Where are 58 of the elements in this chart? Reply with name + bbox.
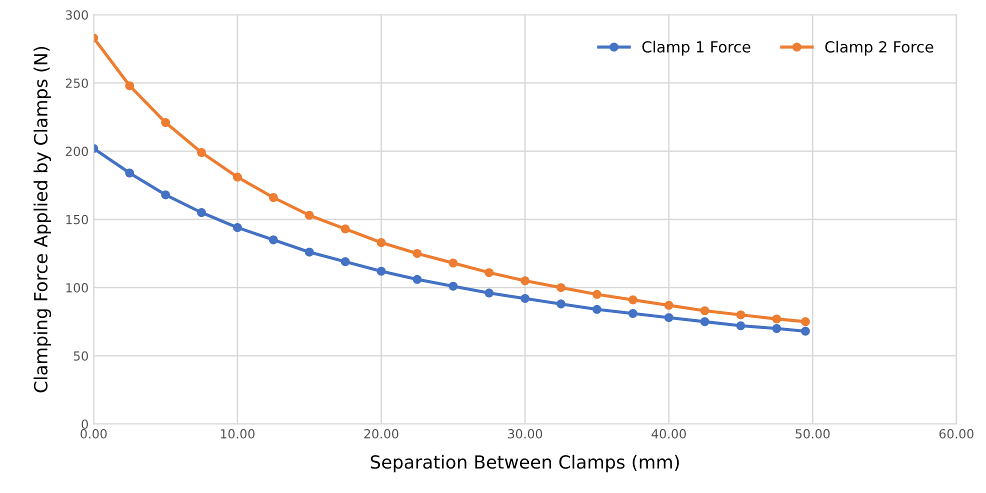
point xyxy=(161,118,170,128)
point xyxy=(592,290,602,299)
point xyxy=(161,190,170,200)
point xyxy=(556,283,566,292)
point xyxy=(800,326,810,336)
point xyxy=(556,299,566,308)
point xyxy=(125,81,134,90)
point xyxy=(340,224,350,234)
point xyxy=(520,276,530,286)
point xyxy=(772,324,782,334)
x-tick-label: 0.00 xyxy=(80,429,107,439)
point xyxy=(412,248,422,258)
point xyxy=(736,321,746,330)
point xyxy=(376,266,386,276)
x-tick-label: 50.00 xyxy=(796,429,830,439)
point xyxy=(125,168,134,178)
point xyxy=(448,282,458,291)
legend-label: Clamp 1 Force xyxy=(642,40,750,56)
point xyxy=(268,193,278,202)
x-tick-label: 30.00 xyxy=(508,429,542,439)
x-tick-label: 10.00 xyxy=(220,429,255,439)
point xyxy=(664,300,674,310)
y-tick-label: 100 xyxy=(66,283,88,293)
point xyxy=(700,317,710,326)
point xyxy=(304,210,314,220)
point xyxy=(340,257,350,266)
point xyxy=(197,148,206,158)
x-tick-label: 60.00 xyxy=(939,429,974,439)
y-tick-label: 200 xyxy=(66,146,88,156)
point xyxy=(700,306,710,316)
point xyxy=(592,304,602,314)
y-axis-title: Clamping Force Applied by Clamps (N) xyxy=(34,46,52,392)
point xyxy=(304,248,314,257)
y-tick-label: 150 xyxy=(66,214,88,224)
point xyxy=(484,268,494,278)
x-tick-label: 20.00 xyxy=(364,429,398,439)
point xyxy=(628,295,638,304)
x-tick-label: 40.00 xyxy=(652,429,686,439)
point xyxy=(800,317,810,326)
point xyxy=(376,238,386,248)
point xyxy=(736,310,746,320)
point xyxy=(412,274,422,284)
y-tick-label: 300 xyxy=(66,10,88,20)
legend-label: Clamp 2 Force xyxy=(825,40,934,56)
point xyxy=(197,208,206,218)
point xyxy=(772,314,782,324)
point xyxy=(268,235,278,244)
point xyxy=(484,288,494,298)
point xyxy=(520,294,530,304)
point xyxy=(664,313,674,322)
point xyxy=(232,172,242,182)
x-axis-title: Separation Between Clamps (mm) xyxy=(370,454,679,472)
y-tick-label: 0 xyxy=(82,419,88,429)
point xyxy=(448,258,458,268)
point xyxy=(232,223,242,232)
y-tick-label: 250 xyxy=(66,78,88,88)
point xyxy=(628,308,638,318)
y-tick-label: 50 xyxy=(74,351,88,361)
